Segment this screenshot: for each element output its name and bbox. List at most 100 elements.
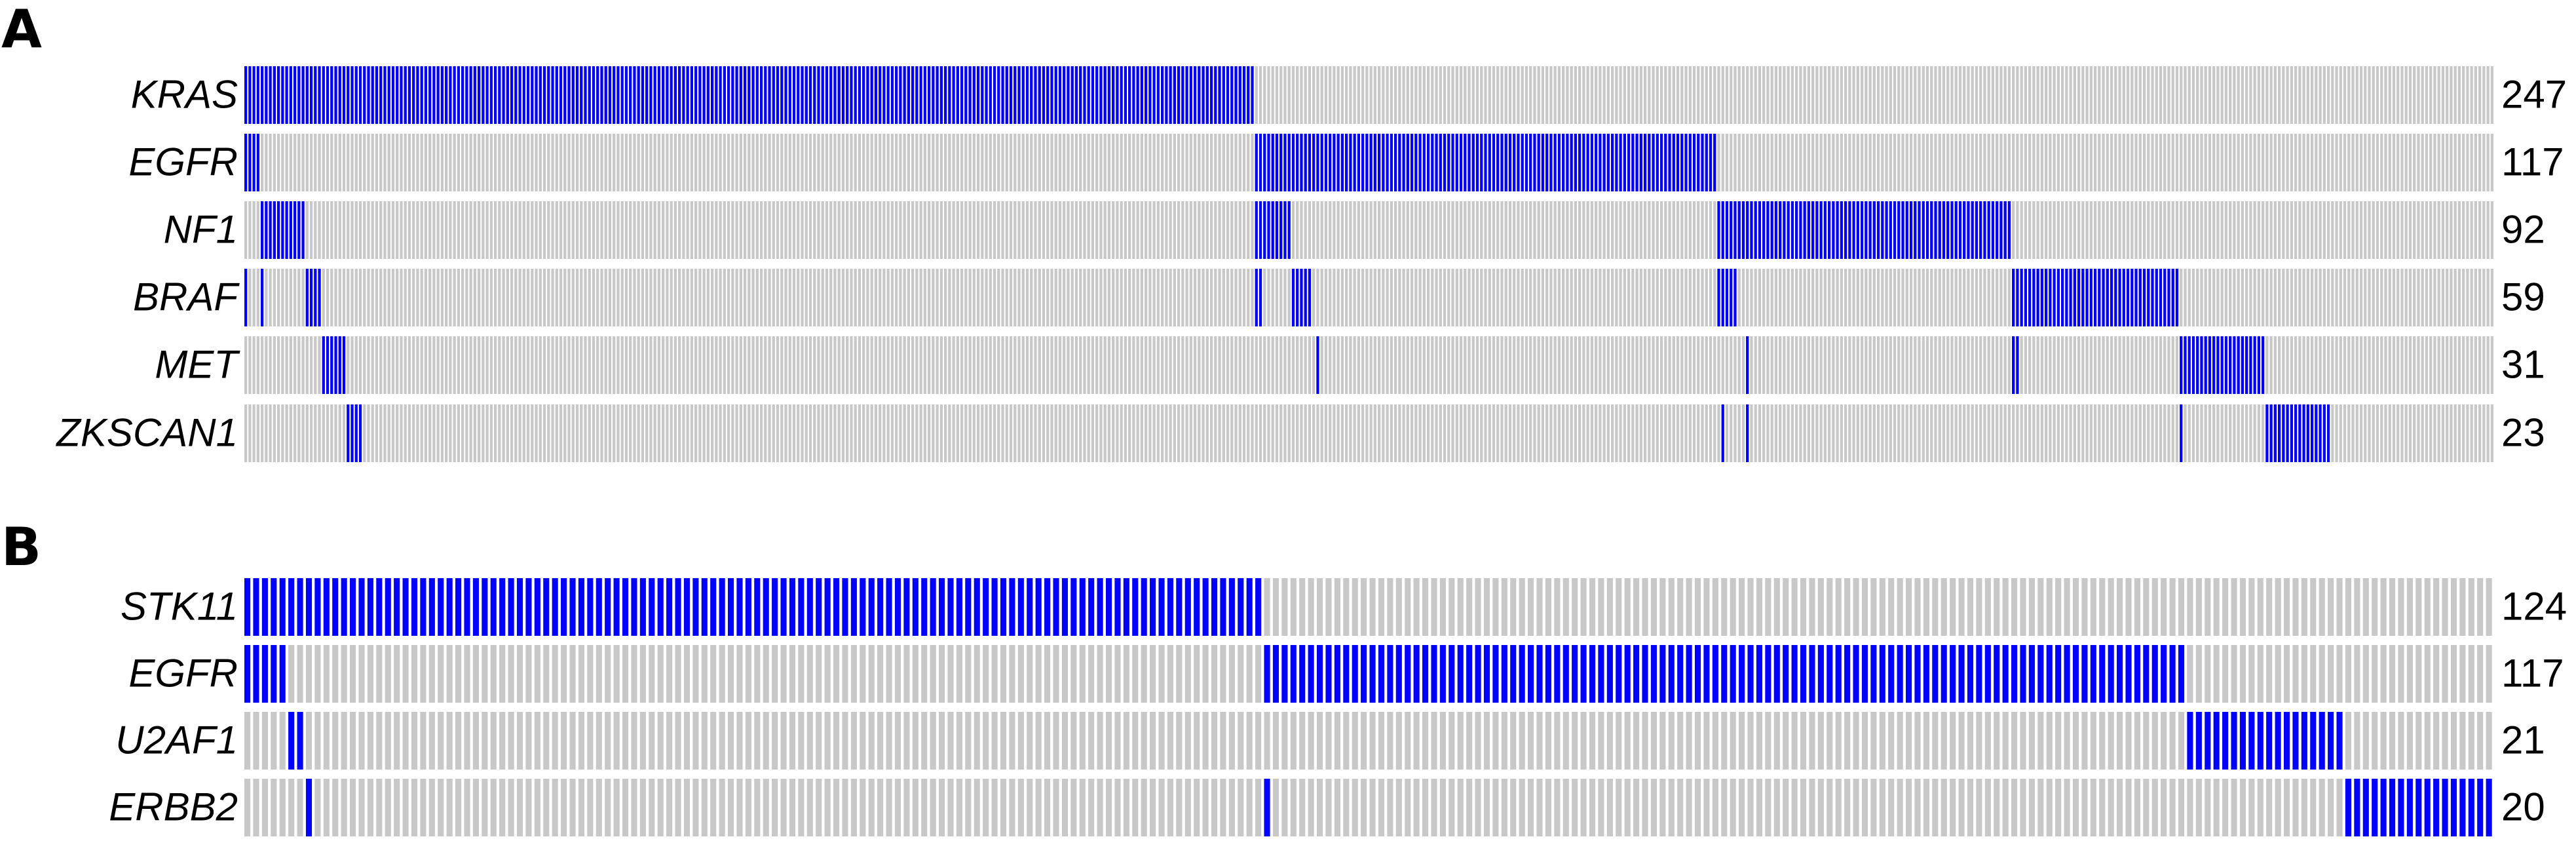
sample-cell — [1030, 201, 1033, 259]
sample-cell-altered — [817, 66, 820, 124]
sample-cell — [1361, 578, 1367, 636]
sample-cell — [1536, 578, 1543, 636]
sample-cell — [265, 134, 268, 191]
sample-cell — [1570, 201, 1573, 259]
sample-cell — [877, 645, 884, 703]
sample-cell — [1879, 712, 1885, 770]
sample-cell — [1925, 269, 1929, 326]
sample-cell-altered — [256, 134, 259, 191]
sample-cell — [2257, 66, 2261, 124]
sample-cell — [629, 134, 632, 191]
sample-cell — [2459, 578, 2466, 636]
sample-cell — [1176, 779, 1183, 836]
sample-cell — [449, 134, 452, 191]
sample-cell-altered — [1246, 578, 1253, 636]
sample-cell — [682, 134, 685, 191]
sample-cell-altered — [1979, 201, 1982, 259]
sample-cell — [2011, 578, 2018, 636]
sample-cell — [1963, 134, 1966, 191]
sample-cell — [1414, 336, 1418, 394]
sample-cell — [1733, 134, 1737, 191]
sample-cell — [706, 134, 710, 191]
sample-cell-altered — [792, 66, 796, 124]
sample-cell — [666, 201, 669, 259]
sample-cell — [1967, 578, 1974, 636]
sample-cell — [1639, 336, 1642, 394]
sample-cell — [2266, 645, 2273, 703]
sample-cell-altered — [1218, 66, 1221, 124]
sample-cell — [318, 404, 321, 462]
sample-cell — [1145, 336, 1148, 394]
sample-cell-altered — [330, 66, 333, 124]
sample-cell — [686, 404, 689, 462]
sample-cell — [1513, 66, 1516, 124]
sample-cell-altered — [989, 66, 992, 124]
sample-cell — [956, 645, 962, 703]
sample-cell — [666, 712, 673, 770]
sample-cell — [2003, 134, 2007, 191]
sample-cell — [1447, 336, 1450, 394]
sample-cell — [1230, 269, 1234, 326]
sample-cell-altered — [314, 269, 317, 326]
sample-cell — [841, 269, 845, 326]
sample-cell — [948, 134, 951, 191]
sample-cell — [1730, 134, 1733, 191]
sample-cell — [939, 269, 943, 326]
sample-cell-altered — [1930, 201, 1933, 259]
sample-cell — [1378, 779, 1385, 836]
sample-cell — [2106, 134, 2109, 191]
sample-cell — [367, 404, 370, 462]
sample-cell — [1361, 336, 1365, 394]
sample-cell — [862, 269, 865, 326]
sample-cell-altered — [1770, 201, 1773, 259]
sample-cell — [1238, 779, 1244, 836]
sample-cell — [1079, 336, 1082, 394]
sample-cell — [976, 336, 980, 394]
sample-cell — [1418, 66, 1422, 124]
sample-cell — [1447, 66, 1450, 124]
sample-cell — [514, 404, 518, 462]
sample-cell — [1754, 336, 1757, 394]
sample-cell — [1357, 201, 1361, 259]
sample-cell — [2335, 201, 2338, 259]
sample-cell — [465, 134, 468, 191]
sample-cell — [1308, 578, 1314, 636]
sample-cell — [1220, 645, 1226, 703]
sample-cell-altered — [2178, 645, 2185, 703]
sample-cell — [1475, 269, 1479, 326]
sample-cell — [743, 404, 747, 462]
sample-cell — [1885, 336, 1888, 394]
sample-cell — [1501, 779, 1507, 836]
sample-cell — [2470, 66, 2473, 124]
sample-cell — [2003, 269, 2007, 326]
sample-cell — [1528, 578, 1534, 636]
sample-cell — [2269, 201, 2273, 259]
sample-cell-altered — [882, 66, 886, 124]
sample-cell — [833, 336, 837, 394]
sample-cell-altered — [473, 66, 476, 124]
sample-cell — [1150, 712, 1156, 770]
sample-cell — [2167, 134, 2170, 191]
sample-cell — [2322, 201, 2326, 259]
sample-cell — [2069, 134, 2072, 191]
sample-cell — [420, 404, 423, 462]
sample-cell — [260, 134, 264, 191]
sample-cell — [1963, 336, 1966, 394]
sample-cell-altered — [613, 66, 616, 124]
sample-cell — [1013, 269, 1017, 326]
sample-cell — [1070, 712, 1077, 770]
sample-cell — [1545, 336, 1549, 394]
sample-cell — [613, 201, 616, 259]
sample-cell-altered — [518, 66, 521, 124]
sample-cell — [539, 134, 542, 191]
sample-cell — [1165, 134, 1168, 191]
sample-cell — [1545, 269, 1549, 326]
sample-cell — [1316, 779, 1323, 836]
sample-cell — [2049, 404, 2052, 462]
sample-cell — [1659, 66, 1663, 124]
sample-cell — [1160, 269, 1164, 326]
sample-cell — [289, 134, 292, 191]
sample-cell — [446, 779, 453, 836]
sample-cell — [1324, 201, 1328, 259]
sample-cell — [2249, 134, 2252, 191]
